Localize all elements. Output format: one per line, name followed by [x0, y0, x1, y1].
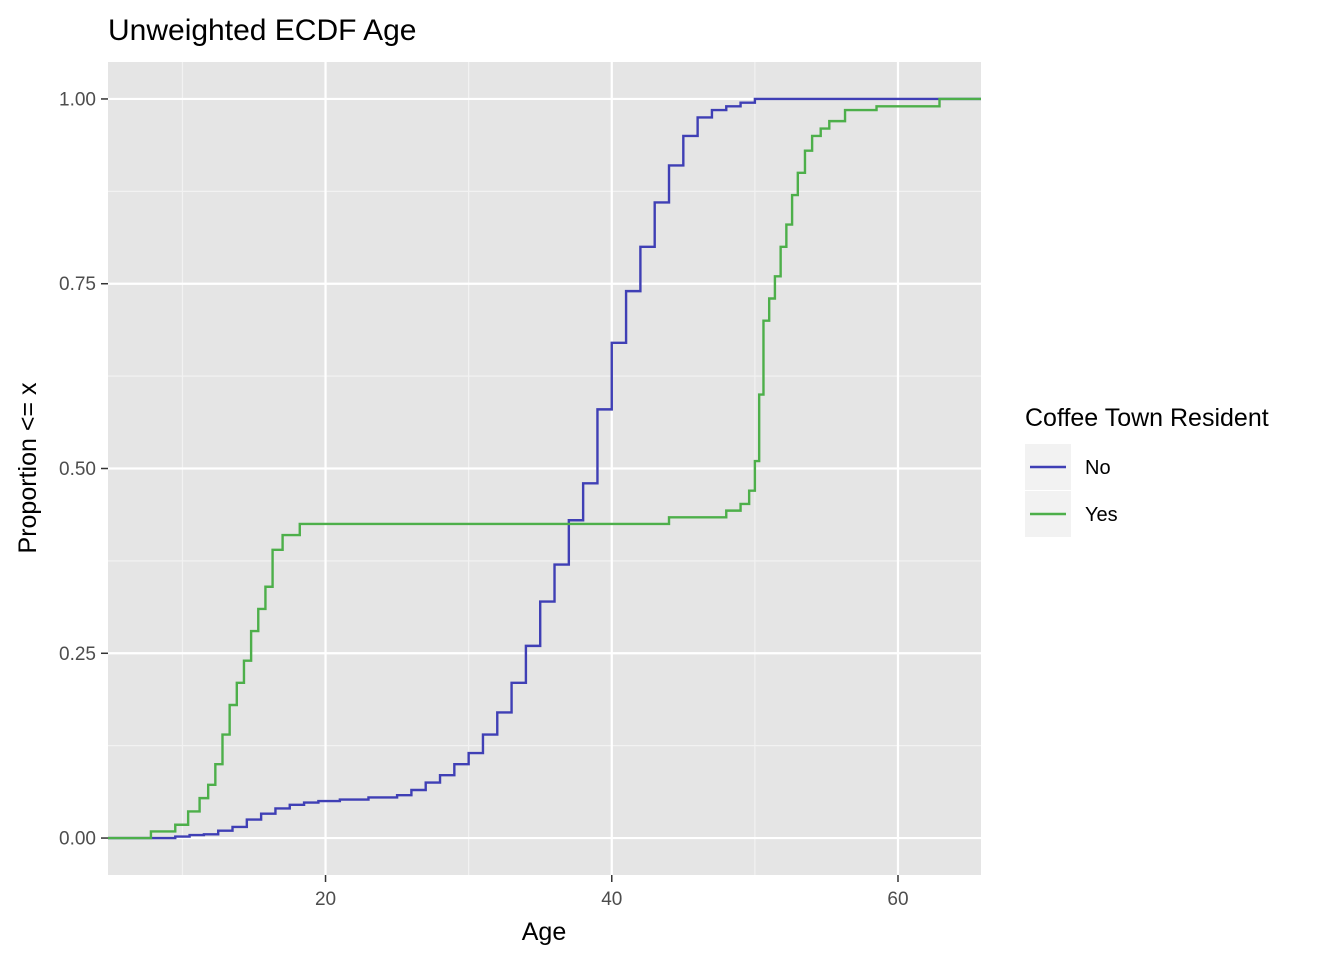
y-axis-title: Proportion <= x [14, 382, 42, 553]
series-layer [108, 97, 981, 840]
major-grid [108, 62, 981, 875]
series-line-yes [108, 97, 981, 840]
legend-label-no: No [1085, 457, 1111, 479]
chart-title: Unweighted ECDF Age [108, 14, 417, 47]
y-axis: 0.00 0.25 0.50 0.75 1.00 [59, 89, 108, 850]
x-tick-label: 60 [887, 889, 908, 910]
series-line-no [108, 97, 981, 840]
y-tick-label: 0.75 [59, 274, 96, 295]
legend-items: No Yes [1025, 444, 1118, 537]
y-tick-label: 0.25 [59, 644, 96, 665]
legend-title: Coffee Town Resident [1025, 404, 1269, 432]
x-axis: 20 40 60 [315, 875, 909, 910]
x-tick-label: 40 [601, 889, 622, 910]
y-tick-label: 1.00 [59, 89, 96, 110]
x-axis-title: Age [522, 918, 566, 946]
legend: Coffee Town Resident No Yes [1025, 404, 1269, 537]
legend-label-yes: Yes [1085, 504, 1118, 526]
y-tick-label: 0.00 [59, 829, 96, 850]
y-tick-label: 0.50 [59, 459, 96, 480]
x-tick-label: 20 [315, 889, 336, 910]
